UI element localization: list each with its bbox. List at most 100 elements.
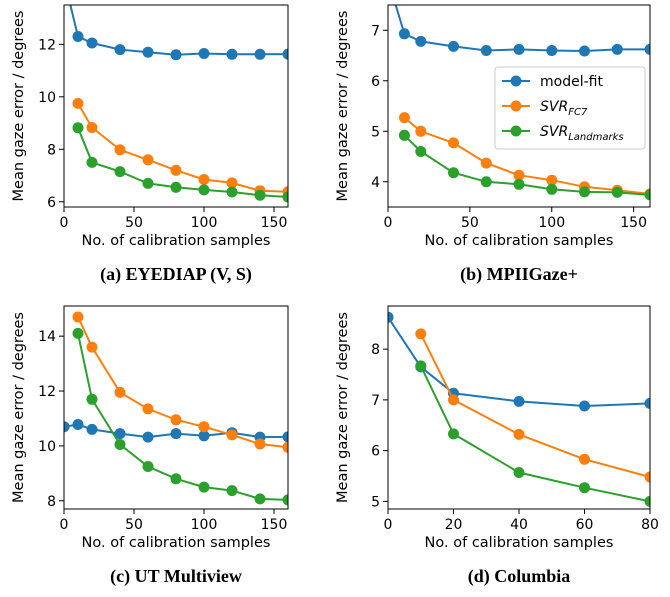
x-tick-label: 150 — [261, 215, 288, 231]
y-tick-label: 6 — [371, 74, 380, 90]
x-tick-label: 40 — [510, 517, 528, 533]
data-point — [415, 328, 427, 340]
y-tick-label: 7 — [371, 23, 380, 39]
x-tick-label: 0 — [384, 517, 393, 533]
data-point — [72, 419, 84, 430]
data-point — [198, 184, 210, 196]
y-tick-label: 5 — [371, 124, 380, 140]
data-point — [282, 441, 288, 453]
data-point — [72, 31, 84, 42]
data-point — [513, 169, 525, 181]
y-tick-label: 7 — [371, 393, 380, 409]
data-point — [398, 129, 410, 141]
data-point — [72, 97, 84, 109]
data-point — [415, 360, 427, 372]
y-tick-label: 14 — [38, 329, 56, 345]
legend-label: SVRLandmarks — [540, 124, 624, 143]
data-point — [415, 125, 427, 137]
caption-a: (a) EYEDIAP (V, S) — [100, 264, 252, 284]
data-point — [513, 178, 525, 190]
legend-marker — [510, 100, 522, 112]
data-point — [142, 461, 154, 472]
data-point — [226, 177, 238, 189]
data-point — [611, 186, 623, 198]
series-line-model-fit — [394, 5, 650, 53]
data-point — [415, 146, 427, 157]
data-point — [644, 189, 650, 201]
data-point — [142, 154, 154, 166]
panel-2: 0 50 100 150 8 10 12 14 No. of calibration sampl… — [11, 305, 289, 551]
y-tick-label: 8 — [47, 142, 56, 158]
x-tick-label: 50 — [461, 215, 479, 231]
y-tick-label: 6 — [371, 444, 380, 460]
data-point — [579, 482, 590, 494]
data-point — [546, 45, 558, 56]
x-tick-label: 0 — [60, 517, 69, 533]
x-tick-label: 150 — [261, 517, 288, 533]
y-axis-label: Mean gaze error / degrees — [11, 312, 27, 503]
data-point — [142, 177, 154, 189]
legend-label-base: SVR — [540, 124, 568, 140]
data-point — [448, 40, 459, 52]
series-group — [394, 5, 650, 201]
x-tick-label: 50 — [125, 215, 143, 231]
plot-frame — [63, 305, 289, 510]
data-point — [170, 414, 182, 426]
data-point — [513, 43, 525, 55]
x-tick-label: 0 — [60, 215, 69, 231]
data-point — [415, 35, 427, 47]
x-tick-label: 80 — [641, 517, 659, 533]
x-tick-label: 0 — [384, 215, 393, 231]
data-point — [546, 183, 558, 195]
data-point — [480, 45, 492, 56]
legend-marker — [510, 125, 522, 137]
y-axis-label: Mean gaze error / degrees — [11, 11, 27, 202]
y-tick-label: 5 — [371, 494, 380, 510]
series-group — [388, 311, 650, 507]
data-point — [86, 341, 98, 353]
x-tick-label: 150 — [620, 215, 647, 231]
y-tick-label: 8 — [47, 494, 56, 510]
data-point — [198, 481, 210, 493]
x-tick-label: 100 — [538, 215, 565, 231]
data-point — [142, 46, 154, 58]
data-point — [254, 189, 266, 201]
data-point — [72, 311, 84, 323]
y-tick-label: 6 — [47, 195, 56, 211]
data-point — [198, 421, 210, 433]
x-tick-label: 100 — [191, 215, 218, 231]
data-point — [513, 428, 525, 440]
data-point — [579, 453, 590, 465]
caption-d: (d) Columbia — [467, 566, 571, 586]
data-point — [448, 137, 459, 149]
y-tick-label: 12 — [38, 384, 56, 400]
data-point — [86, 393, 98, 405]
data-point — [448, 428, 459, 440]
data-point — [398, 28, 410, 40]
series-line-model-fit — [388, 316, 650, 408]
data-point — [114, 386, 126, 398]
data-point — [198, 48, 210, 59]
data-point — [226, 485, 238, 497]
plot-frame — [387, 4, 651, 208]
data-point — [546, 174, 558, 186]
data-point — [226, 186, 238, 198]
data-point — [513, 467, 525, 478]
plot-frame — [387, 305, 651, 510]
data-point — [114, 144, 126, 156]
panel-0: 0 50 100 150 6 8 10 12 No. of calibration sample… — [11, 4, 289, 249]
legend-label-subscript: Landmarks — [568, 132, 623, 143]
x-axis-label: No. of calibration samples — [82, 233, 271, 249]
x-axis-label: No. of calibration samples — [425, 535, 614, 551]
x-axis-label: No. of calibration samples — [425, 233, 614, 249]
data-point — [142, 431, 154, 443]
y-tick-label: 10 — [38, 439, 56, 455]
data-point — [114, 166, 126, 178]
legend-box — [494, 66, 646, 150]
data-point — [114, 44, 126, 56]
data-point — [448, 394, 459, 406]
x-tick-label: 20 — [445, 517, 463, 533]
data-point — [513, 395, 525, 407]
